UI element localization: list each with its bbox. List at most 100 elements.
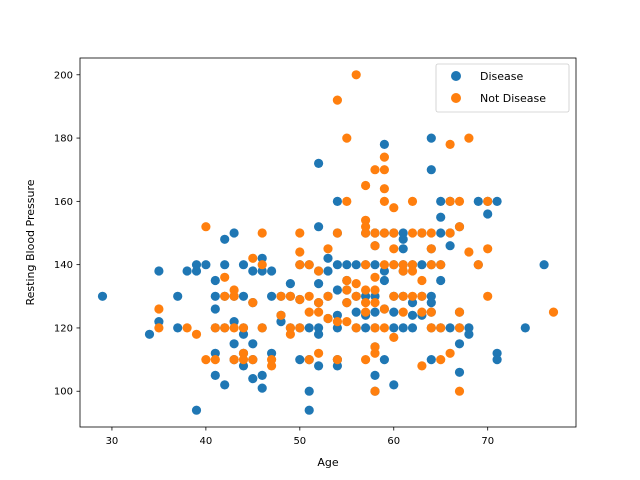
point-disease	[361, 291, 371, 301]
point-disease	[304, 323, 314, 333]
point-disease	[332, 361, 342, 371]
point-disease	[173, 323, 183, 333]
point-disease	[182, 266, 192, 276]
point-disease	[436, 275, 446, 286]
point-not-disease	[304, 307, 314, 317]
point-disease	[210, 275, 220, 286]
point-disease	[407, 310, 418, 320]
point-not-disease	[417, 307, 427, 317]
x-tick-label: 70	[481, 436, 494, 447]
point-disease	[191, 405, 202, 415]
point-not-disease	[314, 307, 324, 317]
point-disease	[492, 348, 502, 358]
point-not-disease	[229, 291, 239, 301]
point-disease	[539, 260, 549, 270]
point-not-disease	[267, 355, 277, 365]
point-not-disease	[361, 180, 371, 191]
point-disease	[267, 266, 277, 276]
point-disease	[398, 323, 408, 333]
point-not-disease	[229, 323, 239, 333]
point-not-disease	[248, 355, 258, 365]
point-not-disease	[370, 348, 380, 358]
point-not-disease	[398, 307, 408, 317]
legend-marker-not-disease	[451, 93, 461, 103]
point-not-disease	[454, 386, 465, 396]
point-not-disease	[351, 70, 361, 80]
point-disease	[257, 383, 267, 393]
point-not-disease	[361, 307, 371, 317]
point-disease	[97, 291, 108, 301]
point-disease	[436, 212, 446, 222]
point-not-disease	[379, 260, 389, 270]
point-disease	[351, 260, 361, 270]
point-not-disease	[295, 247, 305, 257]
point-disease	[332, 196, 342, 206]
point-not-disease	[323, 313, 333, 324]
point-disease	[210, 304, 220, 314]
legend-label-not-disease: Not Disease	[480, 92, 546, 105]
point-not-disease	[304, 355, 314, 365]
x-tick-label: 40	[200, 436, 213, 447]
x-tick-label: 60	[387, 436, 400, 447]
point-not-disease	[229, 285, 239, 295]
point-disease	[436, 228, 446, 238]
point-not-disease	[201, 222, 211, 232]
point-disease	[370, 291, 380, 301]
point-not-disease	[379, 184, 389, 194]
point-not-disease	[417, 228, 427, 238]
point-disease	[314, 361, 324, 371]
point-not-disease	[191, 329, 202, 339]
point-not-disease	[361, 285, 371, 295]
point-disease	[210, 348, 220, 358]
point-not-disease	[426, 307, 436, 317]
point-disease	[191, 266, 202, 276]
point-disease	[454, 367, 465, 377]
y-tick-label: 100	[54, 387, 73, 398]
point-disease	[389, 307, 399, 317]
point-not-disease	[351, 291, 361, 301]
point-not-disease	[295, 323, 305, 333]
point-disease	[248, 266, 258, 276]
point-not-disease	[398, 291, 408, 301]
point-disease	[304, 386, 314, 396]
point-not-disease	[379, 152, 389, 162]
point-disease	[144, 329, 155, 339]
point-not-disease	[389, 203, 399, 213]
point-not-disease	[417, 291, 427, 301]
point-not-disease	[389, 228, 399, 238]
point-disease	[454, 339, 465, 349]
point-not-disease	[238, 348, 249, 358]
point-not-disease	[379, 304, 389, 314]
point-disease	[407, 323, 418, 333]
point-not-disease	[220, 272, 230, 282]
point-not-disease	[417, 361, 427, 371]
point-not-disease	[445, 139, 455, 149]
point-not-disease	[351, 279, 361, 289]
point-disease	[407, 298, 418, 308]
point-not-disease	[342, 196, 352, 206]
point-not-disease	[426, 323, 436, 333]
point-disease	[257, 266, 267, 276]
point-not-disease	[332, 95, 342, 105]
point-disease	[426, 133, 436, 143]
point-not-disease	[182, 323, 192, 333]
point-not-disease	[407, 266, 418, 276]
point-disease	[332, 323, 342, 333]
point-disease	[295, 355, 305, 365]
point-not-disease	[285, 323, 295, 333]
point-disease	[464, 323, 474, 333]
y-tick-label: 200	[54, 70, 73, 81]
point-not-disease	[361, 355, 371, 365]
point-disease	[154, 317, 164, 327]
point-not-disease	[454, 196, 465, 206]
point-disease	[154, 266, 164, 276]
point-disease	[314, 329, 324, 339]
point-disease	[426, 355, 436, 365]
point-not-disease	[361, 222, 371, 232]
point-not-disease	[407, 196, 418, 206]
point-not-disease	[426, 244, 436, 254]
point-disease	[473, 196, 483, 206]
point-disease	[220, 260, 230, 270]
point-disease	[426, 298, 436, 308]
